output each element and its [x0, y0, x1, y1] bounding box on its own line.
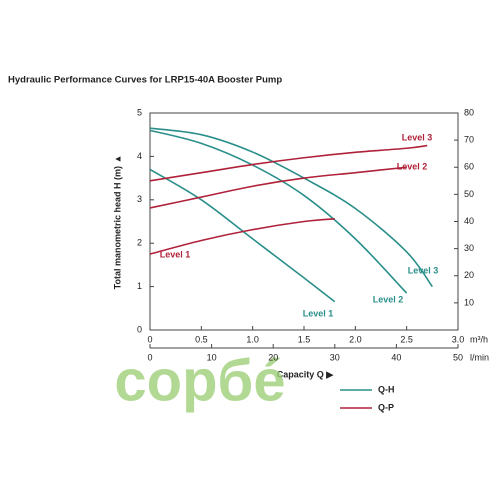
y-tick-label: 0	[137, 324, 142, 334]
x2-tick-label: 20	[268, 352, 278, 362]
legend-label: Q-H	[378, 384, 395, 394]
curve-label: Level 2	[397, 161, 428, 171]
curve-label: Level 2	[373, 294, 404, 304]
y-tick-label: 2	[137, 238, 142, 248]
y-tick-label: 1	[137, 281, 142, 291]
curve	[149, 217, 335, 255]
curve	[149, 166, 407, 209]
x-tick-label: 1.5	[298, 334, 311, 344]
x-tick-label: 0	[147, 334, 152, 344]
y2-tick-label: 40	[464, 216, 474, 226]
y2-tick-label: 30	[464, 243, 474, 253]
curve	[149, 144, 428, 182]
y2-tick-label: 10	[464, 297, 474, 307]
curve	[149, 127, 433, 288]
x-tick-label: 3.0	[452, 334, 465, 344]
y2-tick-label: 50	[464, 189, 474, 199]
curve-label: Level 1	[303, 308, 334, 318]
curve	[149, 129, 408, 294]
y-tick-label: 3	[137, 194, 142, 204]
curve-label: Level 3	[402, 132, 433, 142]
x-tick-label: 2.5	[400, 334, 413, 344]
curve-label: Level 3	[408, 265, 439, 275]
watermark: сорбé	[114, 348, 285, 413]
chart-title: Hydraulic Performance Curves for LRP15-4…	[8, 75, 282, 86]
x2-tick-label: 0	[147, 352, 152, 362]
y-tick-label: 5	[137, 107, 142, 117]
curve-label: Level 1	[160, 249, 191, 259]
x-unit: m³/h	[470, 334, 488, 344]
x2-tick-label: 40	[391, 352, 401, 362]
y2-tick-label: 80	[464, 107, 474, 117]
y-axis-label: Total manometric head H (m) ▲	[112, 155, 122, 290]
x-axis-label: Capacity Q ▶	[277, 369, 335, 379]
x2-unit: l/min	[470, 352, 489, 362]
legend-label: Q-P	[378, 402, 394, 412]
y2-tick-label: 20	[464, 270, 474, 280]
x-tick-label: 0.5	[195, 334, 208, 344]
x-tick-label: 2.0	[349, 334, 362, 344]
x2-tick-label: 30	[330, 352, 340, 362]
x-tick-label: 1.0	[246, 334, 259, 344]
x2-tick-label: 50	[453, 352, 463, 362]
y-tick-label: 4	[137, 151, 142, 161]
curve	[149, 168, 336, 303]
y2-tick-label: 60	[464, 162, 474, 172]
x2-tick-label: 10	[207, 352, 217, 362]
y2-tick-label: 70	[464, 135, 474, 145]
